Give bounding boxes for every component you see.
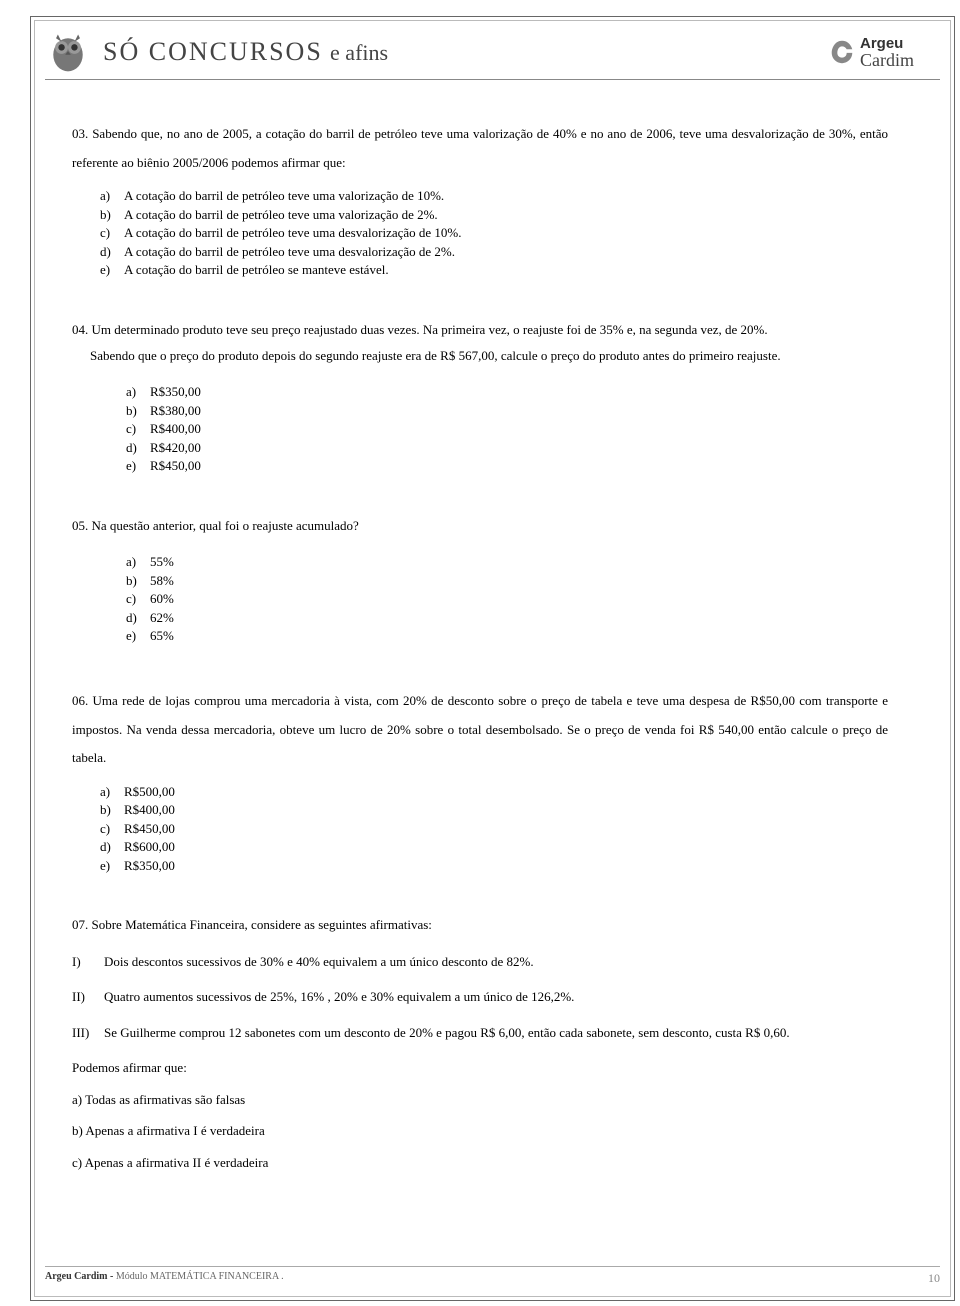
options-list: a)R$500,00 b)R$400,00 c)R$450,00 d)R$600… — [100, 783, 888, 875]
question-06: 06. Uma rede de lojas comprou uma mercad… — [72, 687, 888, 875]
option-a: a)R$500,00 — [100, 783, 888, 801]
question-text: 06. Uma rede de lojas comprou uma mercad… — [72, 687, 888, 773]
option-a: a)A cotação do barril de petróleo teve u… — [100, 187, 888, 205]
page-header: SÓ CONCURSOS e afins Argeu Cardim — [45, 25, 940, 80]
question-text: 05. Na questão anterior, qual foi o reaj… — [72, 517, 888, 535]
argeu-logo-icon — [828, 38, 856, 66]
page-content: 03. Sabendo que, no ano de 2005, a cotaç… — [72, 120, 888, 1185]
footer-text: Argeu Cardim - Módulo MATEMÁTICA FINANCE… — [45, 1271, 284, 1286]
question-03: 03. Sabendo que, no ano de 2005, a cotaç… — [72, 120, 888, 279]
option-e: e)R$450,00 — [126, 457, 888, 475]
author-surname: Cardim — [860, 51, 940, 69]
option-b: b)R$380,00 — [126, 402, 888, 420]
brand-title: SÓ CONCURSOS — [103, 37, 323, 66]
option-b: b)R$400,00 — [100, 801, 888, 819]
question-text-1: 04. Um determinado produto teve seu preç… — [72, 321, 888, 339]
option-b: b)A cotação do barril de petróleo teve u… — [100, 206, 888, 224]
option-e: e)R$350,00 — [100, 857, 888, 875]
question-07: 07. Sobre Matemática Financeira, conside… — [72, 916, 888, 1171]
option-b: b) Apenas a afirmativa I é verdadeira — [72, 1122, 888, 1140]
question-text-2: Sabendo que o preço do produto depois do… — [90, 347, 888, 365]
option-b: b)58% — [126, 572, 888, 590]
option-e: e)A cotação do barril de petróleo se man… — [100, 261, 888, 279]
options-list: a)55% b)58% c)60% d)62% e)65% — [126, 553, 888, 645]
question-04: 04. Um determinado produto teve seu preç… — [72, 321, 888, 475]
question-intro: 07. Sobre Matemática Financeira, conside… — [72, 916, 888, 934]
option-a: a)55% — [126, 553, 888, 571]
statements: I)Dois descontos sucessivos de 30% e 40%… — [72, 953, 888, 1042]
page-number: 10 — [928, 1271, 940, 1286]
option-d: d)R$600,00 — [100, 838, 888, 856]
options-list: a)A cotação do barril de petróleo teve u… — [100, 187, 888, 279]
option-c: c) Apenas a afirmativa II é verdadeira — [72, 1154, 888, 1172]
owl-logo-icon — [45, 29, 91, 75]
option-d: d)A cotação do barril de petróleo teve u… — [100, 243, 888, 261]
option-e: e)65% — [126, 627, 888, 645]
statement-3: III)Se Guilherme comprou 12 sabonetes co… — [72, 1024, 888, 1042]
author-firstname: Argeu — [860, 36, 940, 51]
option-c: c)60% — [126, 590, 888, 608]
brand-left: SÓ CONCURSOS e afins — [45, 29, 388, 75]
option-c: c)A cotação do barril de petróleo teve u… — [100, 224, 888, 242]
option-c: c)R$450,00 — [100, 820, 888, 838]
option-a: a) Todas as afirmativas são falsas — [72, 1091, 888, 1109]
option-a: a)R$350,00 — [126, 383, 888, 401]
statement-2: II)Quatro aumentos sucessivos de 25%, 16… — [72, 988, 888, 1006]
options-list: a)R$350,00 b)R$380,00 c)R$400,00 d)R$420… — [126, 383, 888, 475]
option-d: d)R$420,00 — [126, 439, 888, 457]
option-d: d)62% — [126, 609, 888, 627]
question-text: 03. Sabendo que, no ano de 2005, a cotaç… — [72, 120, 888, 177]
afirm-prompt: Podemos afirmar que: — [72, 1059, 888, 1077]
page-footer: Argeu Cardim - Módulo MATEMÁTICA FINANCE… — [45, 1266, 940, 1286]
brand-subtitle: e afins — [330, 40, 388, 65]
question-05: 05. Na questão anterior, qual foi o reaj… — [72, 517, 888, 645]
option-c: c)R$400,00 — [126, 420, 888, 438]
statement-1: I)Dois descontos sucessivos de 30% e 40%… — [72, 953, 888, 971]
brand-right: Argeu Cardim — [828, 36, 940, 69]
